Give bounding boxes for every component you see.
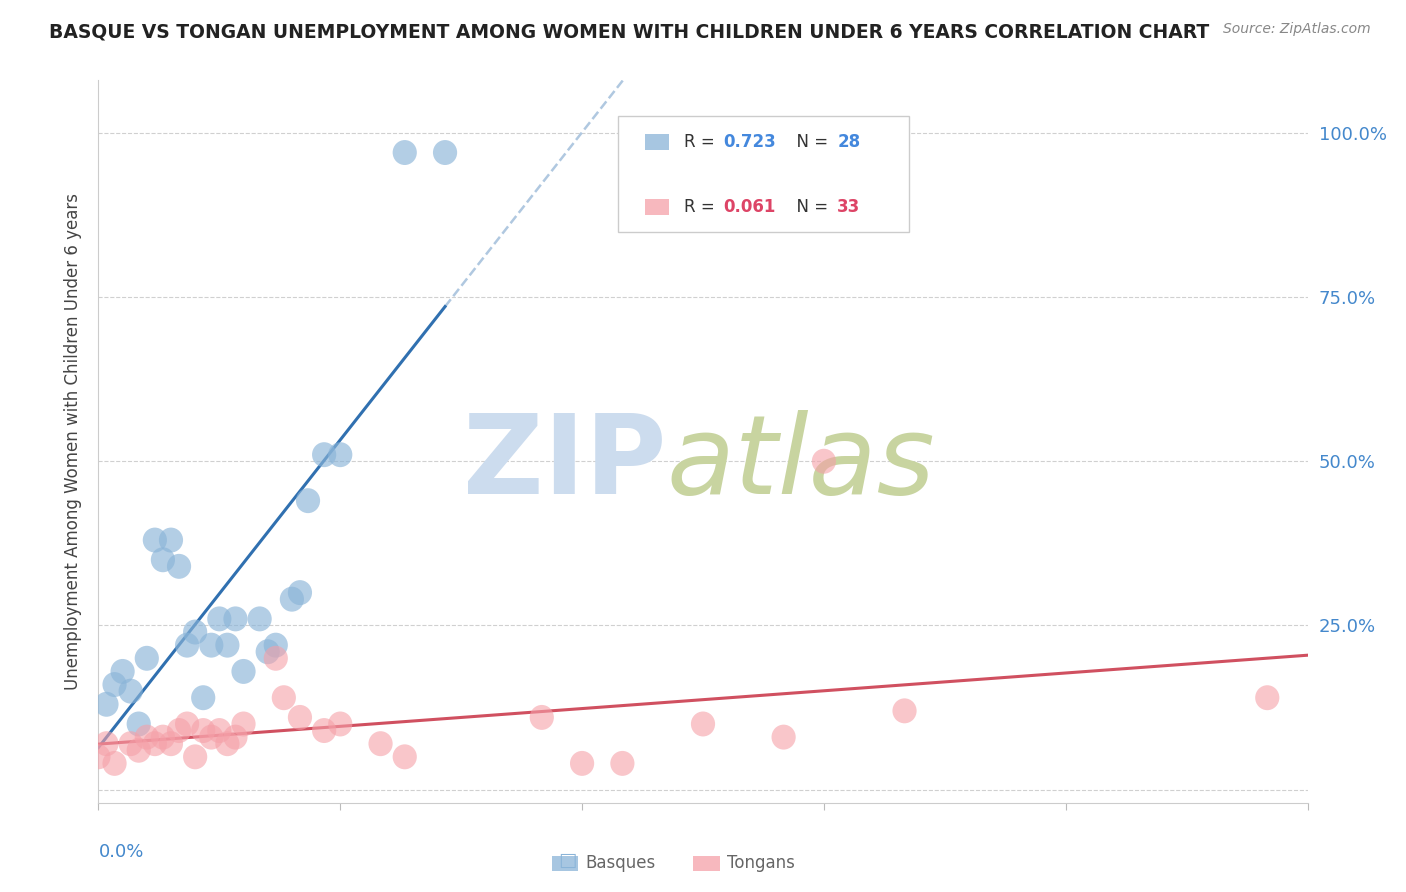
Ellipse shape [224, 724, 247, 749]
Ellipse shape [271, 685, 295, 710]
Text: N =: N = [786, 133, 834, 151]
Ellipse shape [312, 718, 336, 743]
Text: Source: ZipAtlas.com: Source: ZipAtlas.com [1223, 22, 1371, 37]
Ellipse shape [288, 705, 312, 730]
Ellipse shape [200, 724, 224, 749]
Text: BASQUE VS TONGAN UNEMPLOYMENT AMONG WOMEN WITH CHILDREN UNDER 6 YEARS CORRELATIO: BASQUE VS TONGAN UNEMPLOYMENT AMONG WOME… [49, 22, 1209, 41]
Ellipse shape [256, 640, 280, 665]
Ellipse shape [207, 607, 232, 632]
Ellipse shape [174, 712, 200, 737]
Ellipse shape [159, 731, 183, 756]
Ellipse shape [392, 744, 416, 769]
Ellipse shape [103, 672, 127, 697]
Ellipse shape [1256, 685, 1279, 710]
Ellipse shape [135, 724, 159, 749]
Ellipse shape [150, 548, 174, 573]
Text: atlas: atlas [666, 409, 935, 516]
Ellipse shape [143, 527, 167, 552]
Ellipse shape [264, 646, 288, 671]
Ellipse shape [135, 646, 159, 671]
Text: □: □ [558, 851, 576, 870]
Ellipse shape [312, 442, 336, 467]
Ellipse shape [530, 705, 554, 730]
Text: Basques: Basques [586, 855, 657, 872]
FancyBboxPatch shape [645, 199, 669, 214]
FancyBboxPatch shape [551, 855, 578, 871]
Ellipse shape [215, 632, 239, 657]
Ellipse shape [207, 718, 232, 743]
Ellipse shape [328, 712, 353, 737]
Ellipse shape [167, 554, 191, 579]
Ellipse shape [328, 442, 353, 467]
Ellipse shape [167, 718, 191, 743]
Ellipse shape [280, 587, 304, 612]
FancyBboxPatch shape [619, 116, 908, 232]
Ellipse shape [94, 731, 118, 756]
Ellipse shape [232, 659, 256, 684]
FancyBboxPatch shape [645, 134, 669, 150]
Text: R =: R = [683, 197, 720, 216]
Ellipse shape [191, 718, 215, 743]
Ellipse shape [127, 738, 150, 763]
Ellipse shape [191, 685, 215, 710]
Text: Tongans: Tongans [727, 855, 794, 872]
Ellipse shape [200, 632, 224, 657]
Text: 33: 33 [837, 197, 860, 216]
Text: R =: R = [683, 133, 720, 151]
Ellipse shape [143, 731, 167, 756]
Text: N =: N = [786, 197, 834, 216]
Ellipse shape [811, 449, 837, 474]
Ellipse shape [118, 731, 143, 756]
Ellipse shape [103, 751, 127, 776]
Ellipse shape [111, 659, 135, 684]
Y-axis label: Unemployment Among Women with Children Under 6 years: Unemployment Among Women with Children U… [65, 193, 83, 690]
Ellipse shape [610, 751, 634, 776]
Ellipse shape [232, 712, 256, 737]
Text: 0.061: 0.061 [724, 197, 776, 216]
Text: 28: 28 [837, 133, 860, 151]
Ellipse shape [264, 632, 288, 657]
FancyBboxPatch shape [693, 855, 720, 871]
Ellipse shape [183, 620, 207, 645]
Ellipse shape [690, 712, 716, 737]
Ellipse shape [224, 607, 247, 632]
Ellipse shape [159, 527, 183, 552]
Ellipse shape [295, 488, 321, 513]
Ellipse shape [86, 744, 111, 769]
Ellipse shape [247, 607, 271, 632]
Ellipse shape [893, 698, 917, 723]
Ellipse shape [127, 712, 150, 737]
Ellipse shape [118, 679, 143, 704]
Ellipse shape [288, 580, 312, 605]
Ellipse shape [392, 140, 416, 165]
Ellipse shape [772, 724, 796, 749]
Text: ZIP: ZIP [464, 409, 666, 516]
Ellipse shape [94, 692, 118, 717]
Ellipse shape [433, 140, 457, 165]
Ellipse shape [215, 731, 239, 756]
Text: 0.723: 0.723 [724, 133, 776, 151]
Ellipse shape [569, 751, 595, 776]
Text: 0.0%: 0.0% [98, 843, 143, 861]
Ellipse shape [174, 632, 200, 657]
Ellipse shape [368, 731, 392, 756]
Ellipse shape [183, 744, 207, 769]
Ellipse shape [150, 724, 174, 749]
